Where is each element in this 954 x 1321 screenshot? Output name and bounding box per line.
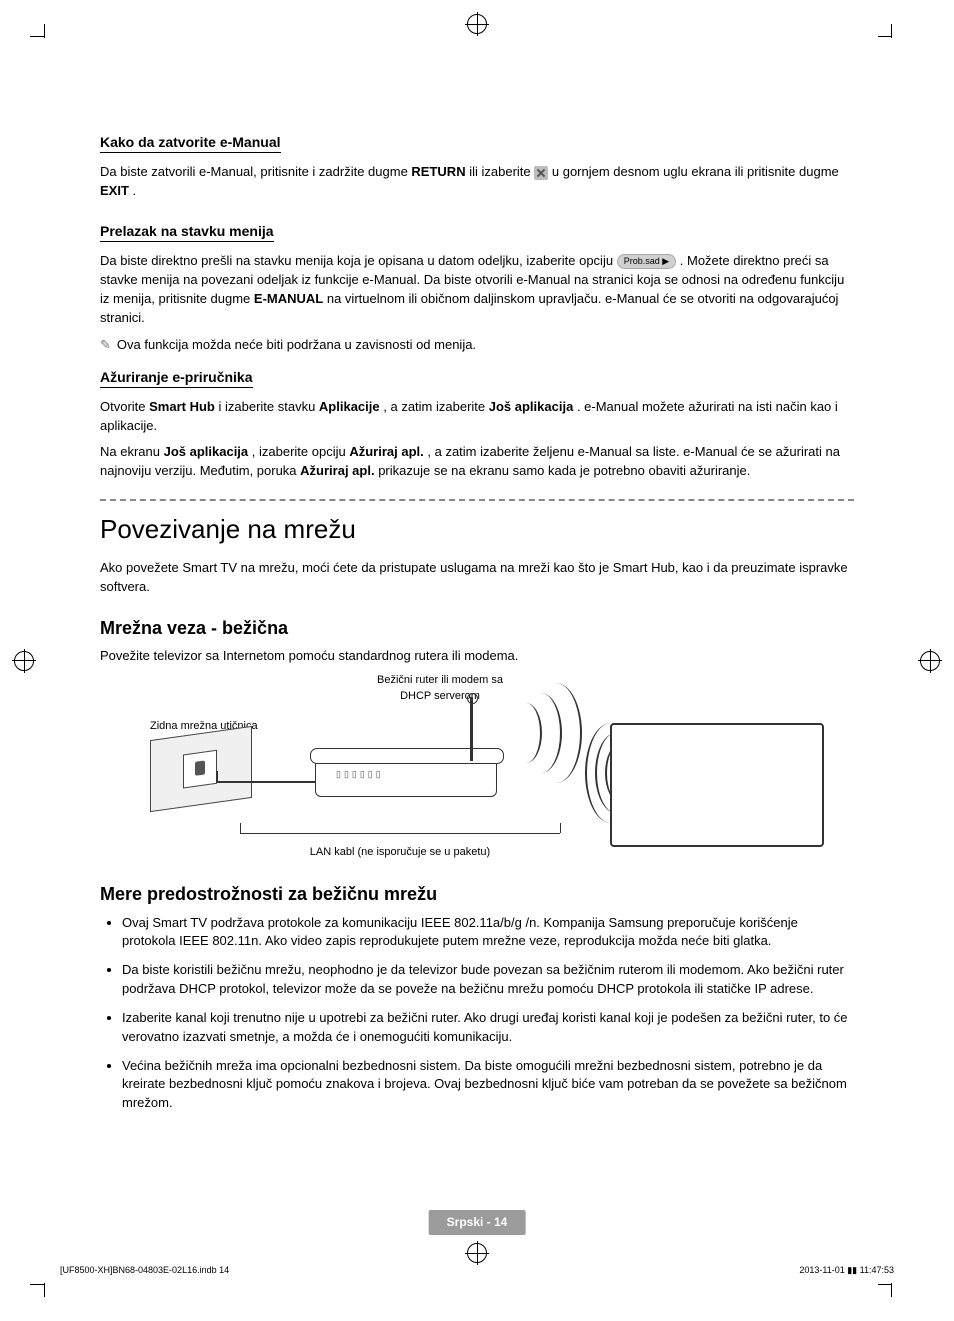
- cable-icon: [218, 781, 323, 783]
- text: , izaberite opciju: [252, 444, 350, 459]
- note: ✎ Ova funkcija možda neće biti podržana …: [100, 336, 854, 355]
- text-updateapp: Ažuriraj apl.: [349, 444, 423, 459]
- text: Na ekranu: [100, 444, 164, 459]
- text: ili izaberite: [469, 164, 534, 179]
- text: prikazuje se na ekranu samo kada je potr…: [378, 463, 750, 478]
- registration-mark-icon: [467, 1243, 487, 1263]
- footer-meta: [UF8500-XH]BN68-04803E-02L16.indb 14 201…: [60, 1264, 894, 1277]
- paragraph: Otvorite Smart Hub i izaberite stavku Ap…: [100, 398, 854, 436]
- text-return: RETURN: [411, 164, 465, 179]
- text-smarthub: Smart Hub: [149, 399, 215, 414]
- footer-date: 2013-11-01 ▮▮ 11:47:53: [799, 1264, 894, 1277]
- text-apps: Aplikacije: [319, 399, 380, 414]
- diagram-wireless: Bežični ruter ili modem sa DHCP serverom…: [100, 673, 854, 863]
- label-cable: LAN kabl (ne isporučuje se u paketu): [270, 845, 530, 861]
- label-router: Bežični ruter ili modem sa DHCP serverom: [360, 673, 520, 705]
- router-icon: ▯▯▯▯▯▯: [315, 757, 497, 797]
- list-item: Da biste koristili bežičnu mrežu, neopho…: [122, 961, 854, 999]
- paragraph: Na ekranu Još aplikacija , izaberite opc…: [100, 443, 854, 481]
- list-item: Ovaj Smart TV podržava protokole za komu…: [122, 914, 854, 952]
- heading-precautions: Mere predostrožnosti za bežičnu mrežu: [100, 881, 854, 907]
- text: u gornjem desnom uglu ekrana ili pritisn…: [552, 164, 839, 179]
- crop-mark: [878, 36, 892, 37]
- list-item: Izaberite kanal koji trenutno nije u upo…: [122, 1009, 854, 1047]
- wifi-wave-icon: [530, 683, 582, 783]
- crop-mark: [891, 24, 892, 38]
- divider: [100, 499, 854, 501]
- antenna-icon: [470, 697, 473, 761]
- text-updateapp: Ažuriraj apl.: [300, 463, 374, 478]
- text: .: [133, 183, 137, 198]
- paragraph: Da biste zatvorili e-Manual, pritisnite …: [100, 163, 854, 201]
- text: Da biste direktno prešli na stavku menij…: [100, 253, 617, 268]
- text-moreapps: Još aplikacija: [489, 399, 574, 414]
- close-icon: [534, 166, 548, 180]
- crop-mark: [30, 36, 44, 37]
- bracket-line: [240, 833, 560, 834]
- try-now-badge: Prob.sad ▶: [617, 254, 676, 269]
- wall-socket-icon: [150, 726, 252, 812]
- footer-file: [UF8500-XH]BN68-04803E-02L16.indb 14: [60, 1264, 229, 1277]
- heading-wifi: Mrežna veza - bežična: [100, 615, 854, 641]
- text: , a zatim izaberite: [383, 399, 489, 414]
- crop-mark: [44, 1283, 45, 1297]
- paragraph: Ako povežete Smart TV na mrežu, moći ćet…: [100, 559, 854, 597]
- paragraph: Da biste direktno prešli na stavku menij…: [100, 252, 854, 327]
- note-text: Ova funkcija možda neće biti podržana u …: [117, 336, 476, 355]
- text: Otvorite: [100, 399, 149, 414]
- heading-network: Povezivanje na mrežu: [100, 511, 854, 549]
- paragraph: Povežite televizor sa Internetom pomoću …: [100, 647, 854, 666]
- crop-mark: [878, 1284, 892, 1285]
- crop-mark: [44, 24, 45, 38]
- text-emanual: E-MANUAL: [254, 291, 323, 306]
- heading-close-emanual: Kako da zatvorite e-Manual: [100, 132, 281, 153]
- page: Kako da zatvorite e-Manual Da biste zatv…: [0, 0, 954, 1321]
- note-icon: ✎: [100, 336, 111, 355]
- text: Da biste zatvorili e-Manual, pritisnite …: [100, 164, 411, 179]
- bracket-line: [560, 823, 561, 833]
- text-exit: EXIT: [100, 183, 129, 198]
- text-moreapps: Još aplikacija: [164, 444, 249, 459]
- registration-mark-icon: [14, 651, 34, 671]
- registration-mark-icon: [467, 14, 487, 34]
- crop-mark: [891, 1283, 892, 1297]
- heading-jump-menu: Prelazak na stavku menija: [100, 221, 274, 242]
- crop-mark: [30, 1284, 44, 1285]
- bracket-line: [240, 823, 241, 833]
- heading-update: Ažuriranje e-priručnika: [100, 367, 253, 388]
- precautions-list: Ovaj Smart TV podržava protokole za komu…: [100, 914, 854, 1114]
- text: i izaberite stavku: [218, 399, 318, 414]
- list-item: Većina bežičnih mreža ima opcionalni bez…: [122, 1057, 854, 1114]
- tv-icon: [610, 723, 824, 847]
- footer-page-label: Srpski - 14: [429, 1210, 526, 1235]
- registration-mark-icon: [920, 651, 940, 671]
